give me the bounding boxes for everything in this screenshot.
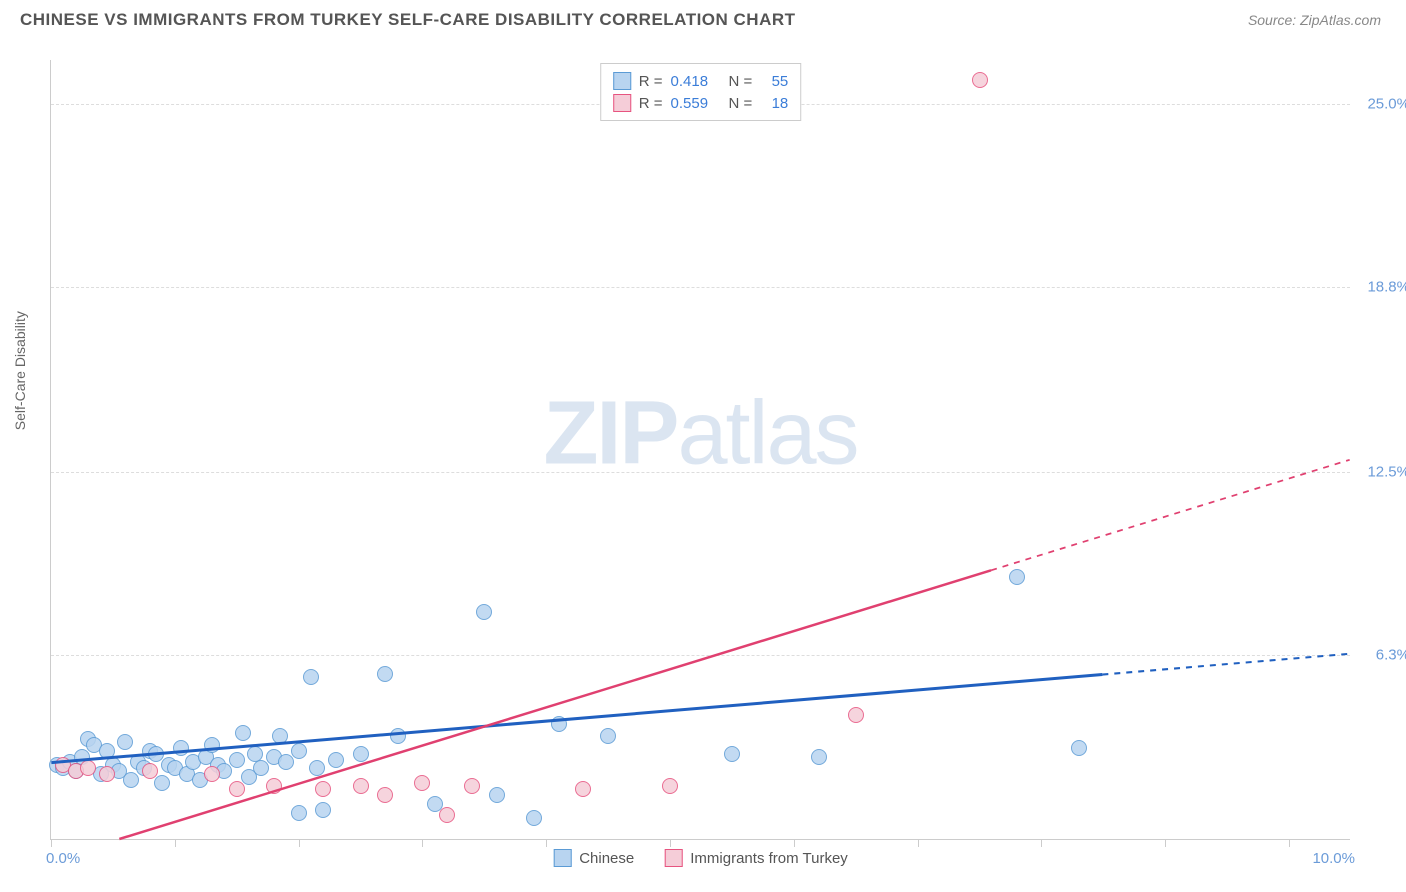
stats-legend-row: R = 0.418 N = 55	[613, 70, 789, 92]
x-axis-min-label: 0.0%	[46, 850, 80, 867]
series-legend-item: Immigrants from Turkey	[664, 849, 848, 867]
x-tick	[299, 839, 300, 847]
n-label: N =	[729, 95, 753, 112]
trend-line-dashed	[991, 460, 1350, 571]
legend-swatch	[613, 72, 631, 90]
x-axis-max-label: 10.0%	[1312, 850, 1355, 867]
x-tick	[1165, 839, 1166, 847]
y-tick-label: 12.5%	[1367, 464, 1406, 481]
legend-swatch	[613, 94, 631, 112]
x-tick	[794, 839, 795, 847]
y-tick-label: 6.3%	[1376, 646, 1406, 663]
x-tick	[670, 839, 671, 847]
x-tick	[51, 839, 52, 847]
series-legend: Chinese Immigrants from Turkey	[553, 849, 848, 867]
legend-swatch	[553, 849, 571, 867]
r-label: R =	[639, 95, 663, 112]
r-value: 0.418	[671, 73, 721, 90]
source-label: Source: ZipAtlas.com	[1248, 12, 1381, 28]
trend-line-dashed	[1102, 654, 1349, 675]
n-label: N =	[729, 73, 753, 90]
x-tick	[1041, 839, 1042, 847]
trend-lines-layer	[51, 60, 1350, 839]
series-legend-item: Chinese	[553, 849, 634, 867]
trend-line-solid	[119, 570, 991, 839]
n-value: 55	[760, 73, 788, 90]
n-value: 18	[760, 95, 788, 112]
y-tick-label: 25.0%	[1367, 96, 1406, 113]
r-value: 0.559	[671, 95, 721, 112]
chart-title: CHINESE VS IMMIGRANTS FROM TURKEY SELF-C…	[20, 10, 796, 30]
series-name: Immigrants from Turkey	[690, 850, 848, 867]
x-tick	[546, 839, 547, 847]
trend-line-solid	[51, 675, 1102, 763]
series-name: Chinese	[579, 850, 634, 867]
x-tick	[175, 839, 176, 847]
x-tick	[918, 839, 919, 847]
r-label: R =	[639, 73, 663, 90]
stats-legend-row: R = 0.559 N = 18	[613, 92, 789, 114]
legend-swatch	[664, 849, 682, 867]
stats-legend: R = 0.418 N = 55 R = 0.559 N = 18	[600, 63, 802, 121]
chart-plot-area: ZIPatlas R =0.418N =55R =0.559N =18 0.0%…	[50, 60, 1350, 840]
x-tick	[422, 839, 423, 847]
y-tick-label: 18.8%	[1367, 278, 1406, 295]
x-tick	[1289, 839, 1290, 847]
y-axis-title: Self-Care Disability	[12, 311, 28, 430]
